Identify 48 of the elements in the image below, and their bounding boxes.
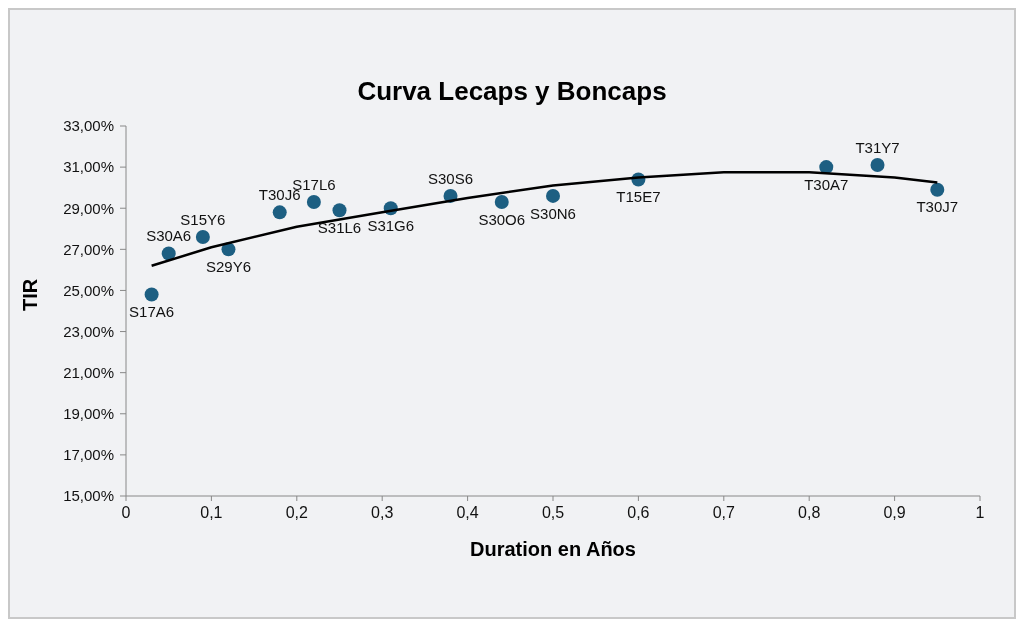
x-tick-label: 0,8 (798, 504, 821, 522)
point (195, 230, 210, 244)
y-tick-label: 17,00% (63, 446, 114, 464)
point (870, 158, 885, 173)
x-tick-label: 0,7 (712, 504, 736, 522)
point (930, 182, 945, 197)
y-tick-label: 25,00% (63, 281, 114, 299)
point (819, 160, 834, 175)
annotation: S30A6 (146, 227, 192, 245)
annotation: S30S6 (428, 169, 474, 187)
annotation: S17A6 (129, 303, 175, 321)
annotation: S31L6 (317, 218, 362, 236)
y-axis-title: TIR (19, 278, 42, 311)
x-tick-label: 0,1 (200, 504, 223, 522)
x-tick-label: 0,4 (456, 504, 479, 522)
x-axis-title: Duration en Años (470, 538, 636, 560)
y-tick-label: 15,00% (63, 487, 114, 505)
point (161, 246, 176, 261)
x-tick-label: 0,6 (627, 504, 650, 522)
y-tick-label: 21,00% (63, 363, 114, 381)
annotation: T15E7 (616, 188, 661, 206)
point (144, 287, 159, 302)
y-tick-label: 33,00% (63, 117, 114, 135)
annotation: T31Y7 (855, 139, 900, 157)
annotation: S29Y6 (205, 257, 251, 275)
point (494, 195, 509, 210)
annotation: T30A7 (804, 175, 849, 193)
y-tick-label: 29,00% (63, 199, 114, 217)
x-tick-label: 0,2 (285, 504, 309, 522)
y-tick-label: 27,00% (63, 240, 114, 258)
y-tick-label: 31,00% (63, 158, 114, 176)
chart-title: Curva Lecaps y Boncaps (356, 76, 668, 108)
annotation: S30N6 (530, 204, 576, 222)
x-tick-label: 0,9 (883, 504, 906, 522)
x-tick-label: 1 (975, 504, 985, 522)
annotation: S30O6 (478, 210, 526, 228)
point (332, 203, 347, 218)
x-tick-label: 0,5 (541, 504, 565, 522)
x-tick-label: 0 (121, 504, 131, 522)
point (272, 205, 287, 220)
x-tick-label: 0,3 (371, 504, 394, 522)
annotation: T30J7 (916, 198, 959, 216)
y-tick-label: 23,00% (63, 322, 114, 340)
point (546, 188, 560, 203)
annotation: S15Y6 (180, 211, 226, 228)
annotation: S31G6 (367, 216, 415, 234)
y-tick-label: 19,00% (63, 405, 114, 423)
point (306, 195, 321, 210)
